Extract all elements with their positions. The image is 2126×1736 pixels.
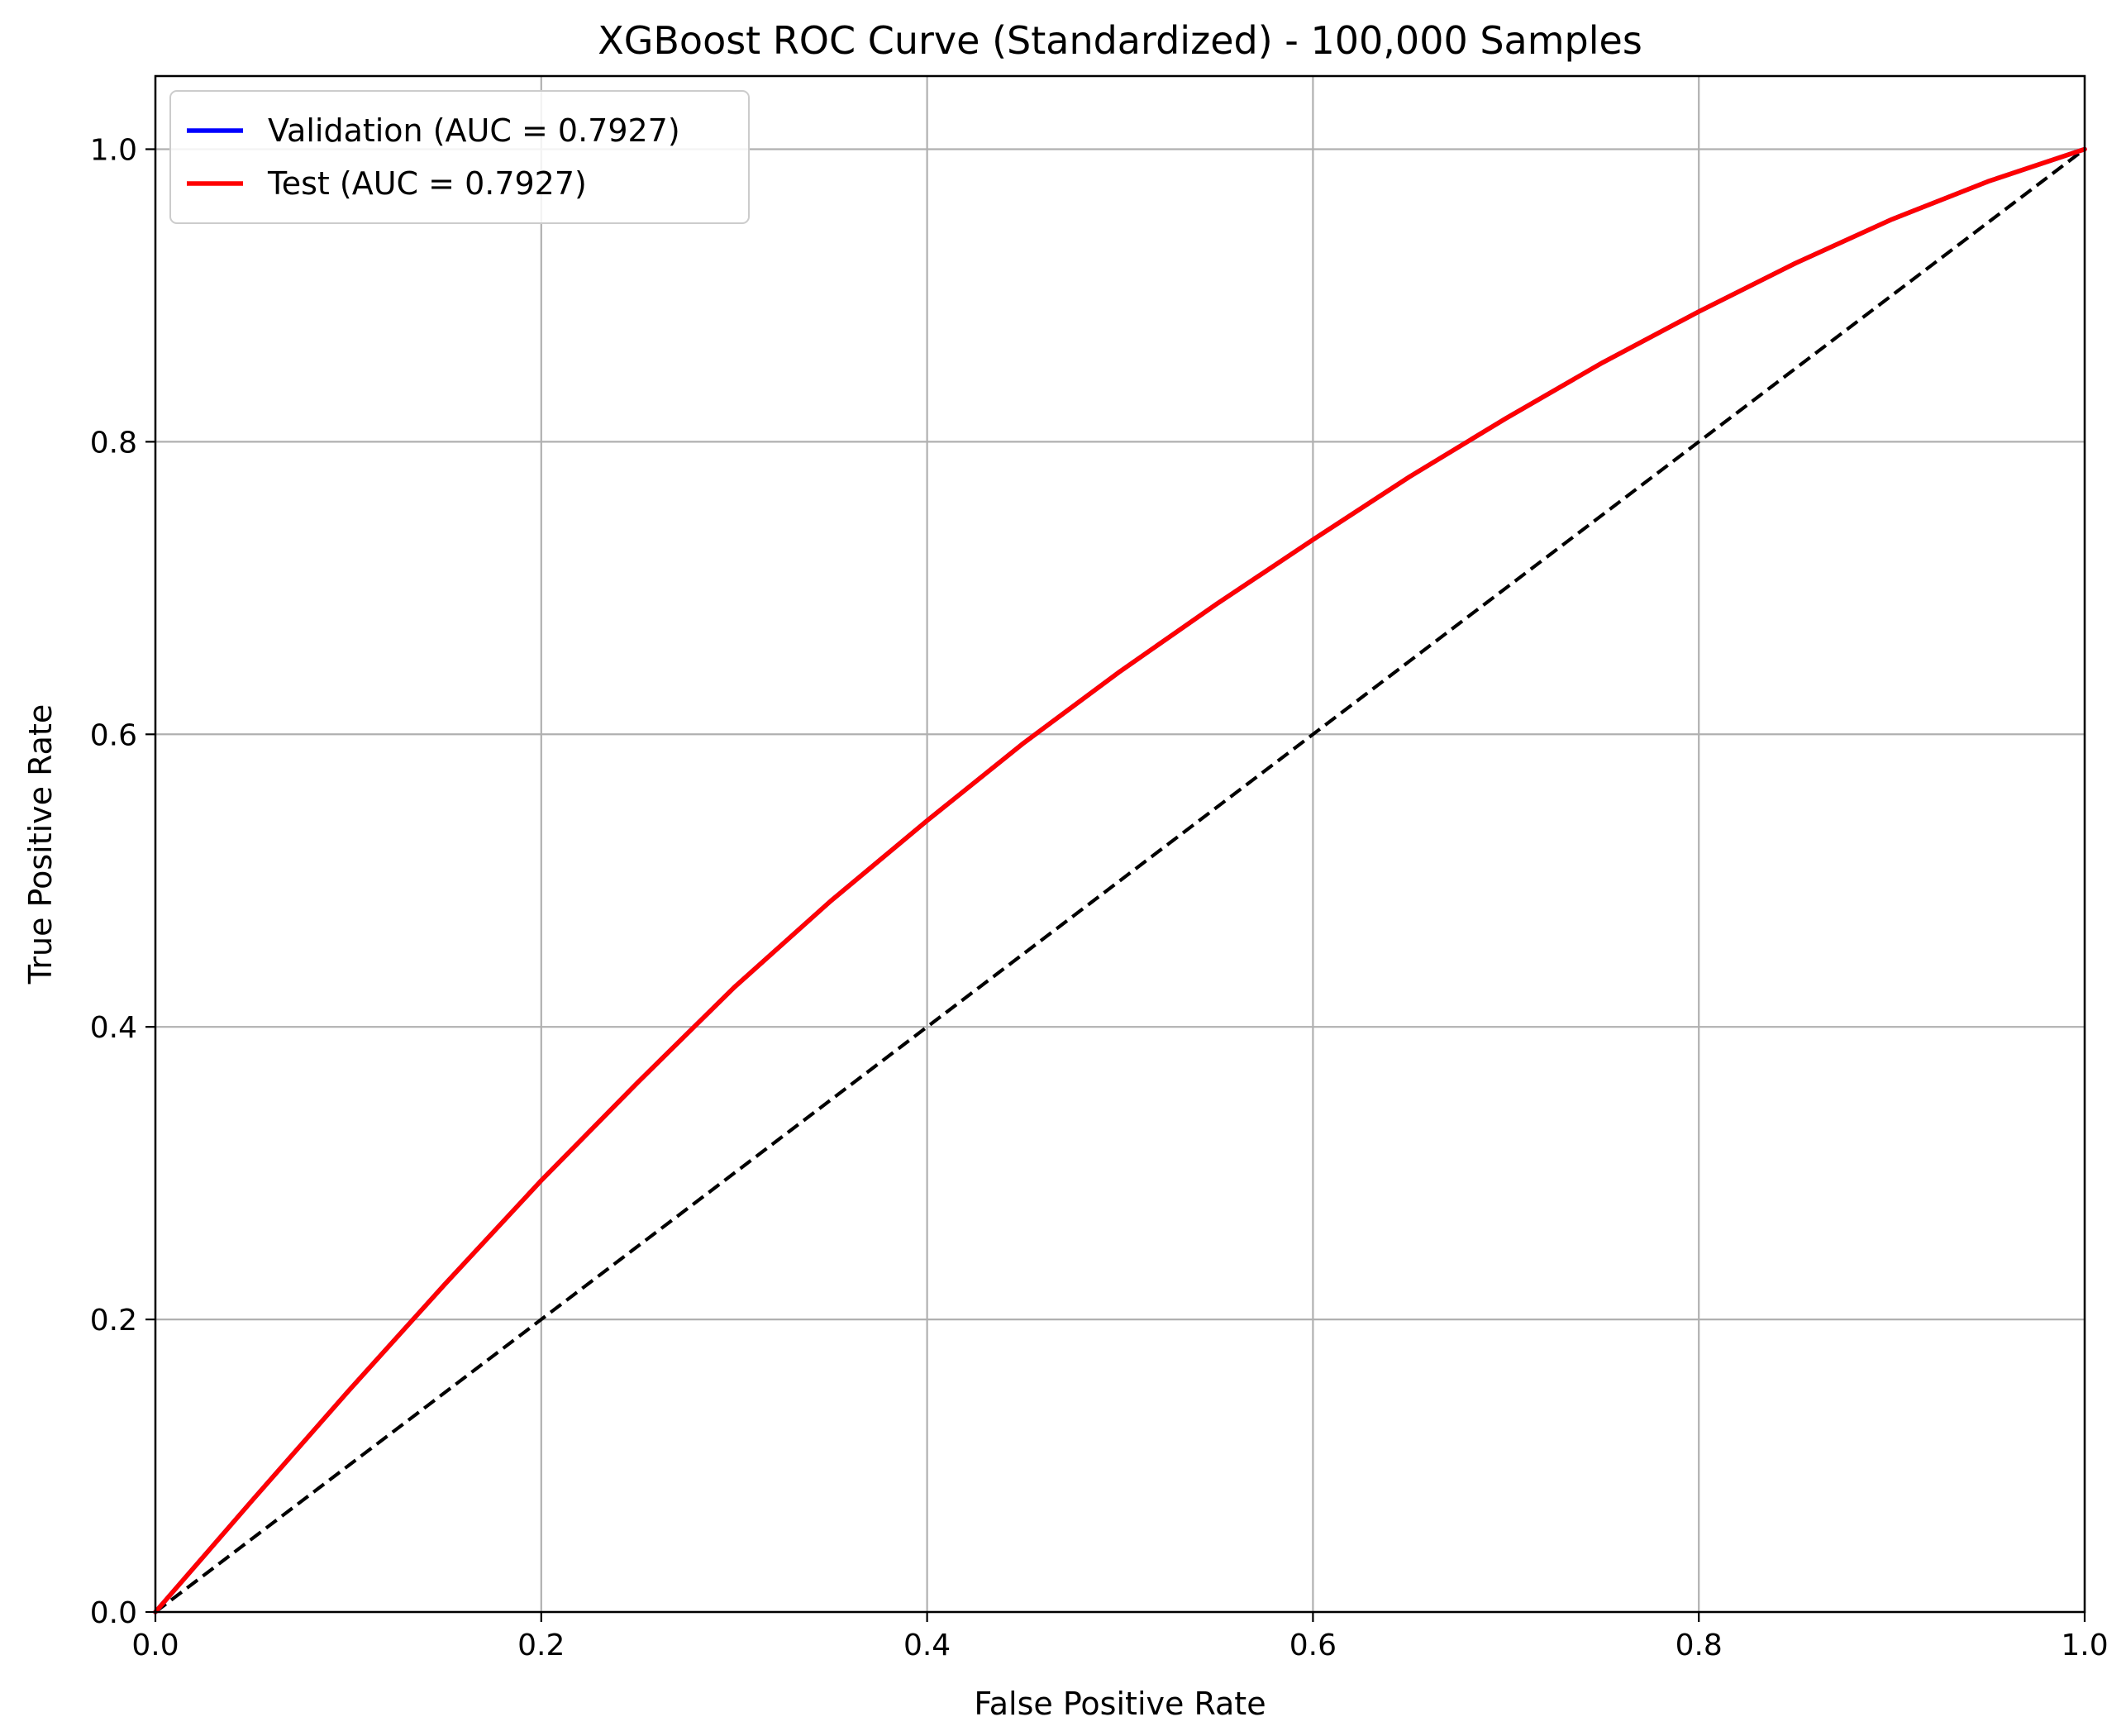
x-tick-label: 0.4 bbox=[903, 1629, 951, 1662]
legend-box bbox=[169, 90, 750, 224]
x-tick-label: 0.8 bbox=[1676, 1629, 1723, 1662]
y-tick-label: 0.4 bbox=[90, 1011, 137, 1045]
plot-area-frame bbox=[154, 74, 2086, 1614]
chart-title: XGBoost ROC Curve (Standardized) - 100,0… bbox=[598, 18, 1642, 63]
ticks: 0.0 0.2 0.4 0.6 0.8 1.0 0.0 0.2 0.4 0.6 0.8 1.0 bbox=[90, 133, 2109, 1662]
grid bbox=[154, 76, 2086, 1614]
chance-reference-line bbox=[154, 147, 2086, 1614]
x-tick-label: 0.2 bbox=[517, 1629, 565, 1662]
x-tick-label: 0.6 bbox=[1289, 1629, 1337, 1662]
y-tick-label: 0.8 bbox=[90, 426, 137, 460]
legend-label: Test (AUC = 0.7927) bbox=[267, 165, 587, 202]
series-layer bbox=[153, 146, 2087, 1614]
y-tick-label: 0.6 bbox=[90, 718, 137, 752]
legend-label: Validation (AUC = 0.7927) bbox=[268, 112, 680, 149]
y-tick-label: 0.0 bbox=[90, 1596, 137, 1630]
y-tick-label: 1.0 bbox=[90, 133, 137, 167]
y-tick-label: 0.2 bbox=[90, 1304, 137, 1338]
test-roc-line bbox=[153, 146, 2087, 1614]
y-axis-label: True Positive Rate bbox=[22, 704, 59, 985]
legend: Validation (AUC = 0.7927) Test (AUC = 0.7… bbox=[169, 90, 750, 224]
x-axis-label: False Positive Rate bbox=[974, 1686, 1266, 1722]
reference-line-layer bbox=[154, 147, 2086, 1614]
x-tick-label: 0.0 bbox=[131, 1629, 179, 1662]
x-tick-label: 1.0 bbox=[2061, 1629, 2108, 1662]
